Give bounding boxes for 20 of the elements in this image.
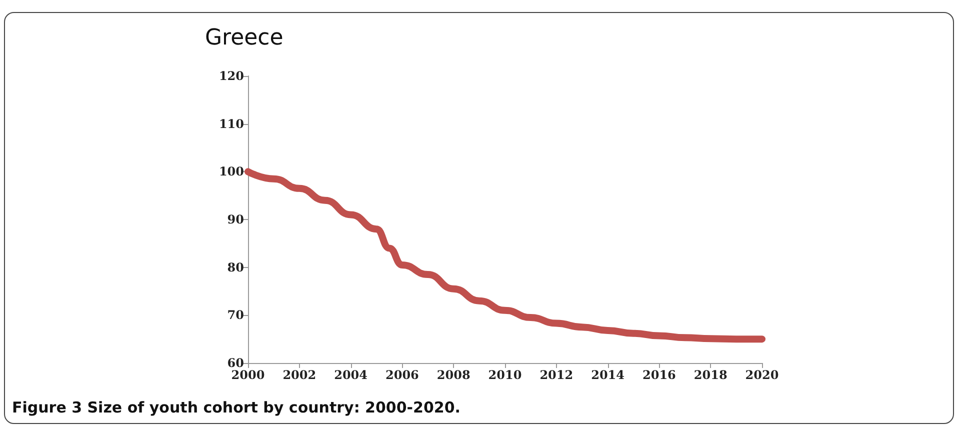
x-tick-label: 2014 bbox=[591, 368, 625, 382]
y-tick-label: 70 bbox=[227, 308, 244, 322]
x-tick-label: 2002 bbox=[282, 368, 316, 382]
y-tick-label: 60 bbox=[227, 356, 244, 370]
y-tick-label: 110 bbox=[218, 116, 244, 131]
x-tick-label: 2016 bbox=[642, 368, 676, 382]
x-tick-label: 2000 bbox=[231, 368, 265, 382]
x-tick-label: 2008 bbox=[436, 368, 470, 382]
chart-title: Greece bbox=[205, 26, 284, 50]
y-tick-label: 120 bbox=[218, 69, 244, 83]
x-tick-label: 2012 bbox=[540, 368, 574, 382]
caption: Figure 3 Size of youth cohort by country: 2000-2020. bbox=[12, 398, 460, 416]
x-tick-label: 2010 bbox=[488, 368, 522, 382]
y-tick-label: 90 bbox=[227, 212, 244, 226]
x-tick-label: 2006 bbox=[385, 368, 419, 382]
x-tick-label: 2020 bbox=[745, 368, 779, 382]
x-tick-label: 2018 bbox=[694, 368, 728, 382]
y-tick-label: 80 bbox=[227, 260, 244, 274]
y-tick-label: 100 bbox=[218, 164, 244, 179]
x-tick-label: 2004 bbox=[334, 368, 368, 382]
